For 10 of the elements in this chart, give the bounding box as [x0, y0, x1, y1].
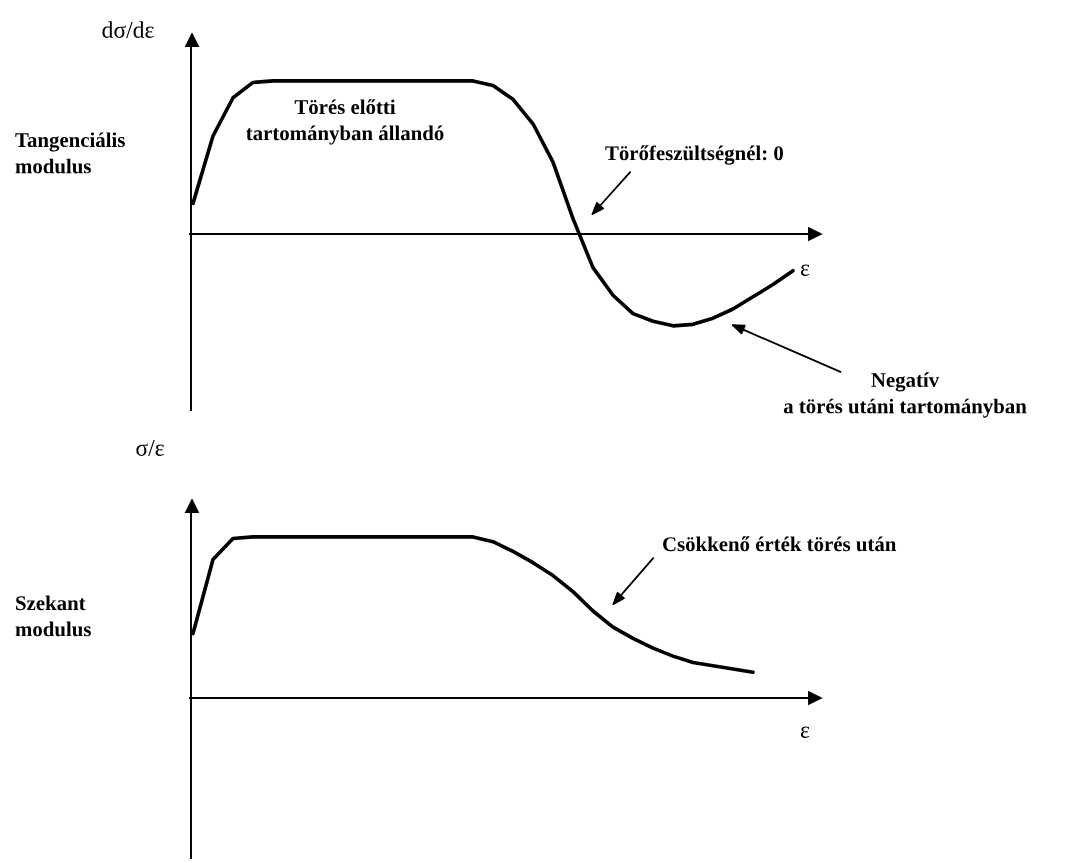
x-axis-title: ε — [800, 726, 810, 738]
y-axis-title: dσ/dε — [102, 21, 154, 38]
text: Tangenciális modulus — [15, 132, 125, 174]
text: Szekant modulus — [15, 595, 91, 637]
annotation: Törés előtti tartományban állandó — [246, 99, 444, 145]
x-axis-title: ε — [800, 264, 810, 276]
text: Negatív a törés utáni tartományban — [783, 372, 1027, 418]
annotation: Törőfeszültségnél: 0 — [605, 145, 783, 165]
y-axis-title: σ/ε — [136, 440, 164, 456]
annotation: Csökkenő érték törés után — [663, 536, 897, 552]
